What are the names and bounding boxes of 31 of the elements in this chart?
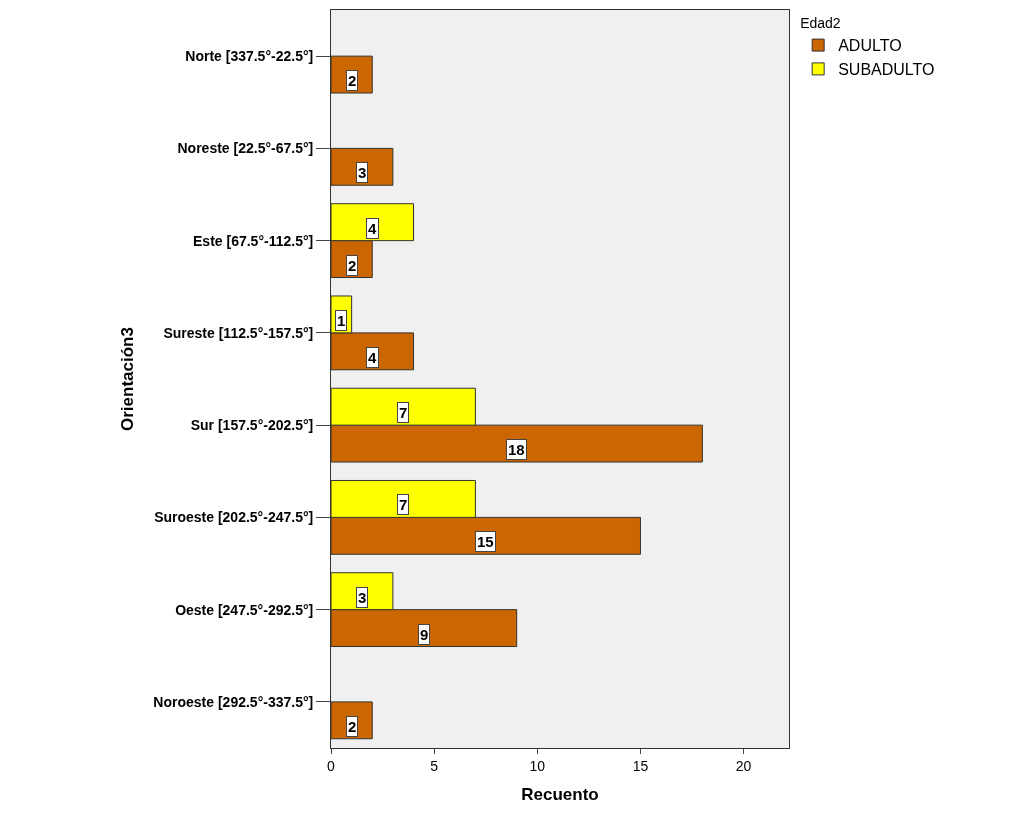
legend-title: Edad2 [800,15,841,32]
x-tick-label: 10 [529,757,546,774]
data-label: 2 [348,718,357,735]
y-tick-label: Norte [337.5°-22.5°] [185,48,314,65]
y-tick-label: Este [67.5°-112.5°] [193,232,314,249]
x-axis-title: Recuento [521,785,599,805]
data-label: 4 [368,220,377,237]
data-label: 18 [508,441,525,458]
x-tick-label: 0 [327,757,336,774]
data-label: 3 [358,589,367,606]
x-tick-label: 15 [632,757,649,774]
data-label: 7 [399,404,408,421]
y-tick-label: Oeste [247.5°-292.5°] [175,601,314,618]
y-tick-label: Suroeste [202.5°-247.5°] [154,509,314,526]
x-tick-label: 5 [430,757,439,774]
x-tick-label: 20 [735,757,752,774]
y-axis-title: Orientación3 [117,327,137,431]
y-tick-label: Noroeste [292.5°-337.5°] [153,693,314,710]
data-label: 9 [420,626,429,643]
legend-label: SUBADULTO [838,61,935,79]
data-label: 2 [348,72,357,89]
data-label: 15 [477,533,494,550]
legend-label: ADULTO [838,37,902,55]
data-label: 2 [348,257,357,274]
y-tick-label: Noreste [22.5°-67.5°] [177,140,314,157]
data-label: 4 [368,349,377,366]
data-label: 3 [358,164,367,181]
y-tick-label: Sureste [112.5°-157.5°] [163,324,314,341]
y-tick-label: Sur [157.5°-202.5°] [190,417,314,434]
data-label: 1 [337,312,346,329]
data-label: 7 [399,496,408,513]
